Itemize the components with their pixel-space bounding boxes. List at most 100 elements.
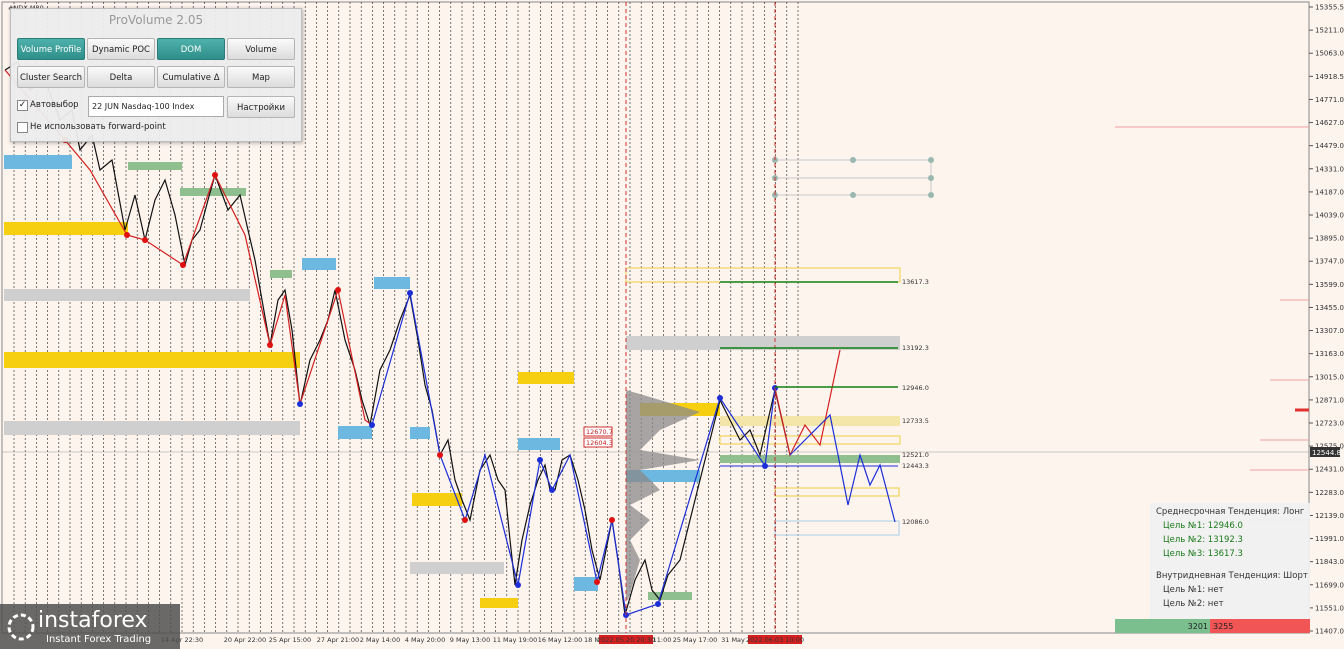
- level-label: 13617.3: [902, 278, 929, 286]
- price-label: 12871.0: [1315, 396, 1344, 404]
- swing-point: [212, 172, 218, 178]
- zigzag-down: [4, 69, 373, 426]
- panel-title: ProVolume 2.05: [108, 13, 204, 27]
- current-price-tag: [1310, 447, 1340, 457]
- logo: instaforex Instant Forex Trading: [0, 604, 180, 649]
- zone: [626, 336, 900, 350]
- time-label: 14 Apr 22:30: [161, 636, 203, 644]
- tool-button[interactable]: Cumulative Δ: [157, 66, 225, 88]
- time-label: 9 May 13:00: [450, 636, 490, 644]
- zone: [338, 426, 372, 439]
- price-label: 11699.0: [1315, 581, 1344, 589]
- level-label: 12443.3: [902, 462, 929, 470]
- logo-icon: [7, 613, 35, 641]
- logo-tagline: Instant Forex Trading: [46, 634, 152, 645]
- logo-name: instaforex: [38, 608, 148, 633]
- time-label: 11 May 19:00: [493, 636, 538, 644]
- zone: [410, 427, 430, 439]
- price-label: 14479.0: [1315, 142, 1344, 150]
- price-label: 11551.0: [1315, 604, 1344, 612]
- zone: [4, 155, 72, 169]
- level-label: 12946.0: [902, 384, 929, 392]
- checkbox-label: Автовыбор: [30, 100, 79, 110]
- price-label: 13599.0: [1315, 281, 1344, 289]
- zone: [302, 258, 336, 270]
- level-labels: 13617.3 13192.3 12946.0 12733.5 12521.0 12443…: [902, 278, 929, 526]
- time-label: 2 May 14:00: [360, 636, 400, 644]
- forecast-blue: [789, 413, 896, 523]
- tool-button[interactable]: Dynamic POC: [87, 38, 155, 60]
- handle: [850, 157, 856, 163]
- zone: [4, 289, 250, 301]
- time-label: 25 May 17:00: [673, 636, 718, 644]
- tool-button[interactable]: Cluster Search: [17, 66, 85, 88]
- price-label: 13307.0: [1315, 327, 1344, 335]
- price-label: 13455.0: [1315, 304, 1344, 312]
- swing-point: [142, 237, 148, 243]
- handle: [928, 157, 934, 163]
- price-label: 15063.0: [1315, 50, 1344, 58]
- time-label: 16 May 12:00: [538, 636, 583, 644]
- swing-point: [717, 395, 723, 401]
- checkbox[interactable]: [17, 122, 28, 133]
- tool-button[interactable]: Volume Profile: [17, 38, 85, 60]
- level-label: 12086.0: [902, 518, 929, 526]
- instrument-select[interactable]: 22 JUN Nasdaq-100 Index: [88, 96, 224, 117]
- price-label: 11407.0: [1315, 628, 1344, 636]
- zone: [180, 188, 246, 196]
- tool-button[interactable]: Map: [227, 66, 295, 88]
- info-box: Среднесрочная Тенденция: Лонг Цель №1: 12…: [1150, 503, 1310, 619]
- buy-volume-bar: [1115, 619, 1230, 633]
- time-label: 20 Apr 22:00: [224, 636, 266, 644]
- price-label: 12723.0: [1315, 420, 1344, 428]
- volume-profile: [626, 390, 700, 600]
- zone: [4, 222, 128, 235]
- price-box: [583, 437, 613, 448]
- level-label: 12733.5: [902, 417, 929, 425]
- swing-points-blue: [297, 290, 778, 618]
- checkbox-label: Не использовать forward-point: [30, 122, 166, 132]
- time-label: 18 M: [584, 636, 600, 644]
- swing-point: [267, 342, 273, 348]
- zone: [574, 577, 598, 591]
- time-label: 11:00: [653, 636, 672, 644]
- zone: [128, 162, 182, 170]
- sell-volume-bar: [1210, 619, 1310, 633]
- swing-point: [180, 262, 186, 268]
- current-price: 12544.8: [1312, 449, 1341, 457]
- zigzag-up: [371, 292, 776, 616]
- settings-button[interactable]: Настройки: [227, 96, 295, 118]
- tool-button[interactable]: DOM: [157, 38, 225, 60]
- swing-point: [369, 422, 375, 428]
- handle: [928, 192, 934, 198]
- price-label: 13747.0: [1315, 258, 1344, 266]
- zone: [719, 435, 901, 445]
- time-highlight: [599, 635, 653, 644]
- time-label: 2022.06.03 10:00: [746, 636, 804, 644]
- tool-button[interactable]: Volume: [227, 38, 295, 60]
- checkbox[interactable]: ✓: [17, 100, 28, 111]
- time-label: 2022.05.20 20:30: [597, 636, 655, 644]
- handle: [928, 175, 934, 181]
- price-label: 12431.0: [1315, 466, 1344, 474]
- time-label: 31 May: [721, 636, 745, 644]
- tool-button[interactable]: Delta: [87, 66, 155, 88]
- swing-point: [297, 401, 303, 407]
- price-label: 14187.0: [1315, 188, 1344, 196]
- logo-ring: [7, 613, 35, 641]
- swing-point: [407, 290, 413, 296]
- price-label: 11991.0: [1315, 535, 1344, 543]
- zone: [720, 455, 900, 463]
- zone: [270, 270, 292, 278]
- zone: [720, 416, 900, 426]
- zone: [480, 598, 518, 608]
- zone: [4, 421, 300, 435]
- price-label: 13895.0: [1315, 235, 1344, 243]
- info-line: Среднесрочная Тенденция: Лонг: [1156, 507, 1305, 517]
- zone: [4, 352, 300, 368]
- price-label: 15355.5: [1315, 4, 1344, 12]
- swing-point: [462, 517, 468, 523]
- zone: [518, 372, 574, 384]
- level-label: 12521.0: [902, 451, 929, 459]
- time-label: 25 Apr 15:00: [269, 636, 311, 644]
